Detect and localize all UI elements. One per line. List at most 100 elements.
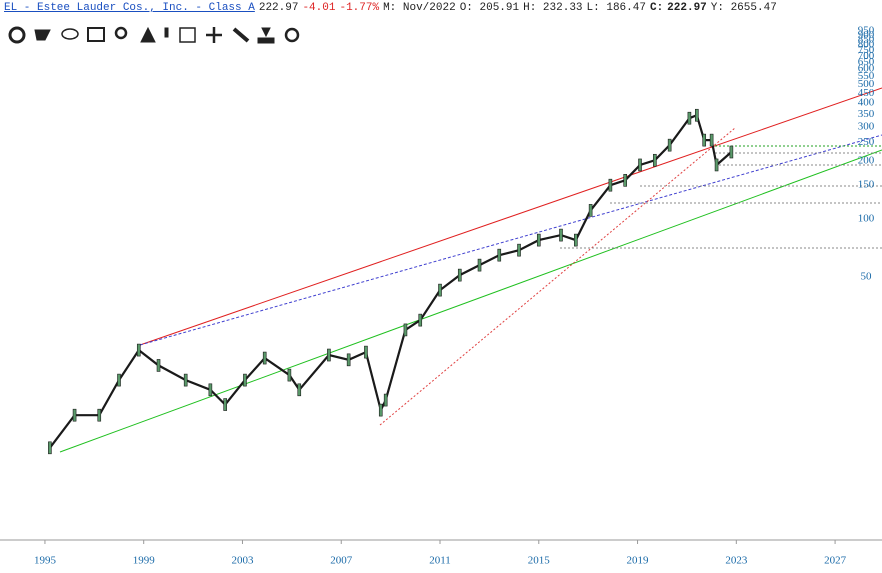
price-bar <box>136 343 141 357</box>
price-bar <box>97 408 102 422</box>
x-tick-label: 2027 <box>824 555 847 567</box>
tool-move[interactable] <box>206 27 222 43</box>
tool-list[interactable] <box>87 27 105 42</box>
trendline <box>59 149 882 453</box>
close: 222.97 <box>667 2 707 14</box>
price-bar <box>695 108 699 122</box>
price-bar <box>517 243 521 257</box>
x-tick-label: 1999 <box>133 555 156 567</box>
price-bar <box>364 345 368 359</box>
tool-twitter[interactable] <box>34 29 51 41</box>
price-bar <box>709 133 714 147</box>
tool-comment[interactable] <box>61 28 79 40</box>
price-bar <box>653 153 657 167</box>
tool-download[interactable] <box>257 27 275 44</box>
price-bar <box>687 111 692 125</box>
price-bar <box>714 158 719 172</box>
x-tick-label: 2015 <box>528 555 551 567</box>
y-tick-label: 150 <box>858 179 875 191</box>
price-bar <box>667 138 672 152</box>
last: 222.97 <box>258 2 299 14</box>
y-tick-label: 200 <box>858 155 875 167</box>
change: -4.01 <box>302 2 336 14</box>
price-bar <box>477 258 482 272</box>
price-bar <box>297 383 302 397</box>
symbol-link[interactable]: EL - Estee Lauder Cos., Inc. - Class A <box>4 2 255 14</box>
price-bar <box>638 158 642 172</box>
price-bar <box>72 408 77 422</box>
tool-warning[interactable] <box>164 27 169 38</box>
price-line <box>49 113 733 449</box>
price-bar <box>208 383 213 397</box>
quote-header: EL - Estee Lauder Cos., Inc. - Class A 22… <box>4 2 781 14</box>
price-bar <box>457 268 462 282</box>
y-tick-label: 650 <box>858 56 875 68</box>
tool-refresh[interactable] <box>284 27 300 43</box>
price-bar <box>536 233 541 247</box>
y-value: Y: 2655.47 <box>710 2 777 14</box>
price-bar <box>574 233 578 247</box>
trendline <box>139 87 882 346</box>
x-tick-label: 2023 <box>725 555 748 567</box>
y-tick-label: 250 <box>858 136 875 148</box>
toolbar <box>8 26 300 44</box>
price-bar <box>262 351 267 365</box>
price-bar <box>608 178 613 192</box>
y-tick-label: 750 <box>858 44 875 56</box>
y-tick-label: 300 <box>858 121 875 133</box>
price-bar <box>48 441 52 455</box>
open: O: 205.91 <box>459 2 520 14</box>
price-bar <box>287 368 292 382</box>
price-bar <box>438 283 442 297</box>
price-bar <box>223 398 227 411</box>
price-bar <box>327 348 331 362</box>
low: L: 186.47 <box>586 2 646 14</box>
price-bar <box>383 393 388 407</box>
price-bar <box>156 359 161 372</box>
annotations <box>59 87 882 453</box>
price-bar <box>497 248 502 262</box>
y-tick-label: 500 <box>858 78 875 90</box>
price-bar <box>559 228 563 242</box>
trendline <box>139 134 882 346</box>
price-bar <box>346 353 351 367</box>
y-tick-label: 400 <box>858 97 875 109</box>
y-tick-label: 100 <box>858 213 875 225</box>
x-tick-label: 2007 <box>330 555 353 567</box>
trendline <box>379 127 736 426</box>
price-bar <box>623 174 628 187</box>
month: M: Nov/2022 <box>383 2 456 14</box>
tool-search[interactable] <box>114 26 128 40</box>
x-tick-label: 2019 <box>627 555 650 567</box>
price-bar <box>117 373 121 387</box>
high: H: 232.33 <box>523 2 583 14</box>
price-bar <box>729 145 734 159</box>
y-tick-label: 450 <box>858 87 875 99</box>
price-bar <box>378 403 383 417</box>
tool-alert[interactable] <box>140 26 156 43</box>
price-bar <box>702 133 707 147</box>
price-bar <box>243 373 247 387</box>
change-pct: -1.77% <box>339 2 380 14</box>
tool-dashboard[interactable] <box>8 26 26 44</box>
x-tick-label: 1995 <box>34 555 57 567</box>
y-tick-label: 350 <box>858 108 875 120</box>
y-tick-label: 50 <box>861 271 873 283</box>
price-bar <box>418 313 423 327</box>
y-tick-label: 850 <box>858 34 875 46</box>
close-label: C: <box>649 2 664 14</box>
y-tick-label: 600 <box>858 63 875 75</box>
x-tick-label: 2011 <box>429 555 451 567</box>
y-tick-label: 900 <box>858 29 875 41</box>
tool-link[interactable] <box>232 27 250 43</box>
y-tick-label: 700 <box>858 50 875 62</box>
price-bar <box>403 323 408 337</box>
y-tick-label: 800 <box>858 39 875 51</box>
tool-calendar[interactable] <box>179 27 196 43</box>
y-tick-label: 950 <box>858 24 875 36</box>
price-bar <box>183 373 188 387</box>
price-bar <box>588 204 593 217</box>
y-tick-label: 550 <box>858 70 875 82</box>
